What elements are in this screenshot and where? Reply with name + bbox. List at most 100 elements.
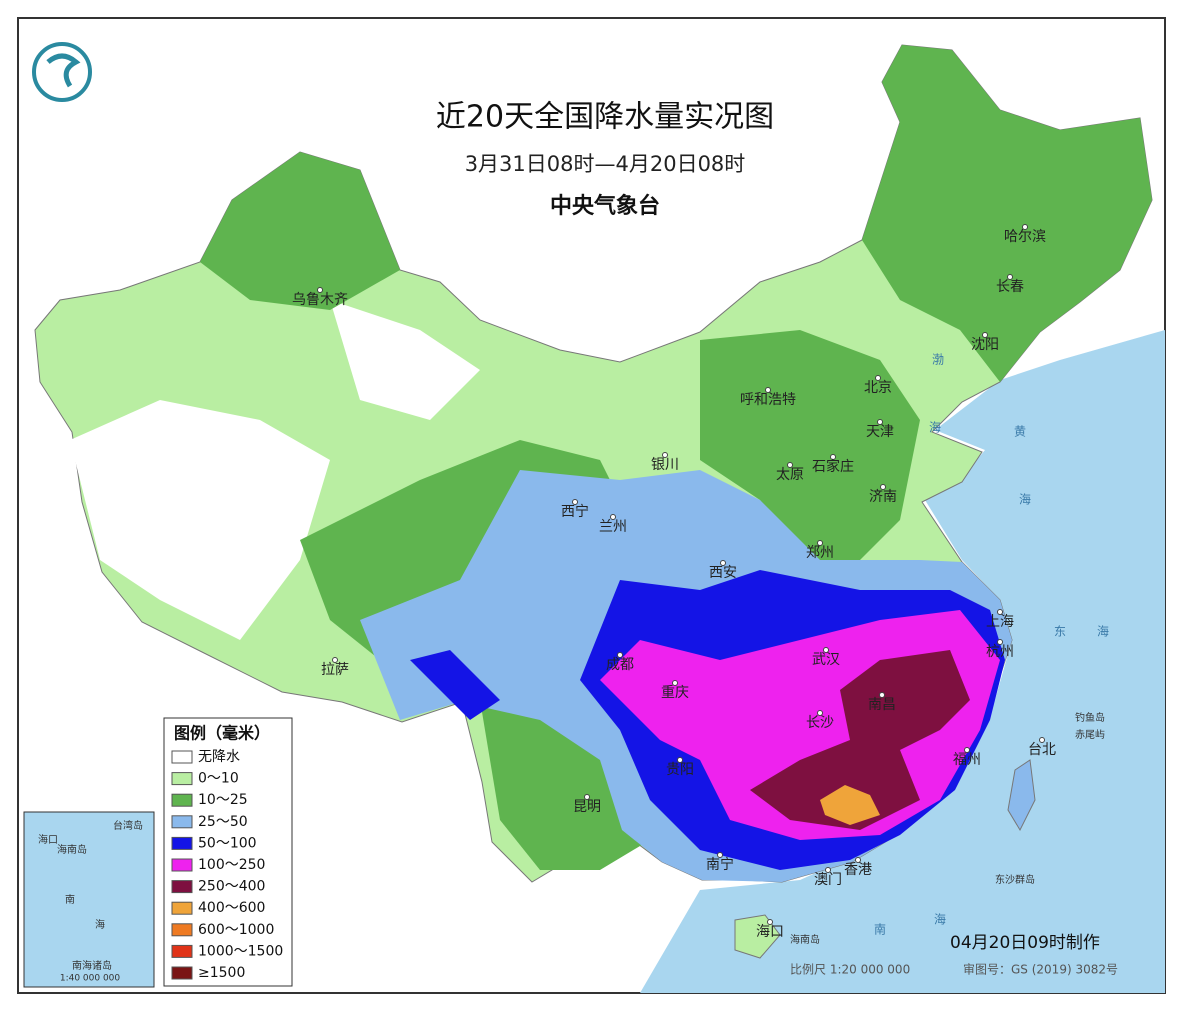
- legend-swatch: [171, 923, 193, 937]
- city-dot: [677, 757, 683, 763]
- inset-label: 海南岛: [57, 843, 87, 856]
- inset-label: 海: [95, 918, 105, 931]
- map-scale: 比例尺 1:20 000 000: [790, 963, 910, 977]
- city-label: 长春: [996, 279, 1024, 295]
- city-label: 成都: [606, 657, 634, 673]
- legend-swatch: [171, 772, 193, 786]
- legend-swatch: [171, 944, 193, 958]
- legend-swatch: [171, 815, 193, 829]
- city-dot: [964, 747, 970, 753]
- city-dot: [765, 387, 771, 393]
- city-label: 南宁: [706, 856, 734, 873]
- approval-number: 审图号：GS (2019) 3082号: [963, 962, 1118, 977]
- city-dot: [1039, 737, 1045, 743]
- legend-swatch: [171, 750, 193, 764]
- city-dot: [332, 657, 338, 663]
- subtitle: 3月31日08时—4月20日08时: [465, 152, 746, 176]
- city-label: 台北: [1028, 742, 1056, 758]
- inset-label: 海口: [38, 833, 58, 846]
- city-label: 济南: [869, 489, 897, 505]
- rain-400-600: [820, 785, 880, 825]
- city-label: 重庆: [661, 685, 689, 701]
- sea-label: 海: [934, 912, 946, 927]
- legend-label: 10～25: [198, 792, 248, 808]
- legend-label: 600～1000: [198, 922, 274, 938]
- place-label: 东沙群岛: [995, 873, 1035, 886]
- legend-swatch: [171, 901, 193, 915]
- city-dot: [997, 639, 1003, 645]
- city-dot: [720, 560, 726, 566]
- legend-label: 50～100: [198, 835, 257, 851]
- sea-label: 海: [1019, 492, 1031, 507]
- city-dot: [617, 652, 623, 658]
- city-label: 北京: [864, 380, 892, 396]
- city-dot: [610, 514, 616, 520]
- legend-swatch: [171, 858, 193, 872]
- city-label: 石家庄: [812, 458, 854, 475]
- city-label: 呼和浩特: [740, 392, 796, 408]
- legend-swatch: [171, 966, 193, 980]
- city-dot: [877, 419, 883, 425]
- legend-label: 0～10: [198, 771, 239, 787]
- sea-label: 海: [1097, 624, 1109, 639]
- city-dot: [767, 919, 773, 925]
- sea-label: 渤: [932, 353, 944, 367]
- inset-label: 台湾岛: [113, 819, 143, 832]
- city-label: 澳门: [814, 872, 842, 888]
- city-dot: [875, 375, 881, 381]
- legend-label: ≥1500: [198, 965, 245, 981]
- city-label: 福州: [953, 752, 981, 768]
- city-dot: [817, 540, 823, 546]
- city-label: 海口: [756, 924, 784, 940]
- city-label: 哈尔滨: [1004, 229, 1046, 245]
- taiwan: [1007, 759, 1036, 832]
- city-label: 长沙: [806, 715, 834, 731]
- city-label: 郑州: [806, 545, 834, 561]
- inset-scale: 1:40 000 000: [60, 974, 121, 984]
- city-dot: [584, 794, 590, 800]
- sea: [640, 330, 1165, 993]
- city-dot: [825, 867, 831, 873]
- city-dot: [717, 852, 723, 858]
- city-label: 武汉: [812, 652, 840, 668]
- rain-50-100: [410, 650, 500, 720]
- inset-label: 南: [65, 893, 75, 906]
- city-dot: [1022, 224, 1028, 230]
- legend-title: 图例（毫米）: [174, 724, 270, 743]
- city-dot: [997, 609, 1003, 615]
- city-dot: [823, 647, 829, 653]
- city-label: 沈阳: [971, 337, 999, 353]
- title: 近20天全国降水量实况图: [436, 100, 774, 135]
- city-dot: [672, 680, 678, 686]
- city-label: 上海: [986, 614, 1014, 630]
- city-dot: [880, 484, 886, 490]
- logo: [32, 42, 92, 102]
- logo-mark: [46, 53, 81, 88]
- green-area: [700, 330, 920, 560]
- city-dot: [879, 692, 885, 698]
- place-label: 海南岛: [790, 933, 820, 946]
- agency: 中央气象台: [550, 193, 660, 219]
- sea-label: 东: [1054, 625, 1066, 639]
- city-dot: [572, 499, 578, 505]
- city-dot: [855, 857, 861, 863]
- inset: [23, 811, 155, 988]
- city-dot: [817, 710, 823, 716]
- city-label: 乌鲁木齐: [292, 292, 348, 308]
- city-label: 天津: [866, 424, 894, 440]
- city-label: 杭州: [986, 644, 1014, 660]
- city-dot: [317, 287, 323, 293]
- legend-label: 无降水: [198, 749, 240, 765]
- legend-swatch: [171, 793, 193, 807]
- city-label: 香港: [844, 862, 872, 878]
- legend-swatch: [171, 836, 193, 850]
- place-label: 钓鱼岛: [1075, 711, 1105, 724]
- city-label: 昆明: [573, 799, 601, 815]
- city-label: 太原: [776, 467, 804, 483]
- rain-250-400: [750, 650, 970, 830]
- city-label: 西安: [709, 565, 737, 581]
- hainan: [734, 914, 781, 959]
- inset-label: 南海诸岛: [72, 959, 112, 972]
